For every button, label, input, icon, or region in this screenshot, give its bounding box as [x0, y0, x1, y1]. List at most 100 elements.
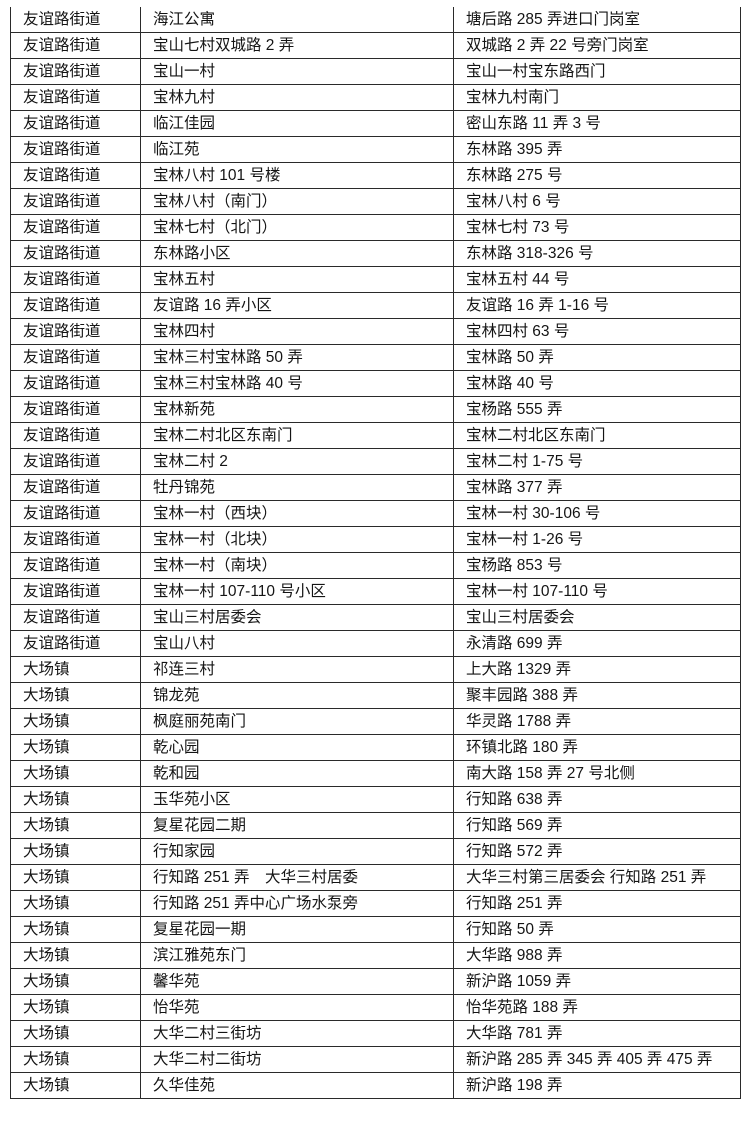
street-cell: 大场镇 [10, 890, 141, 917]
address-cell: 大华路 781 弄 [453, 1020, 741, 1047]
address-cell: 新沪路 198 弄 [453, 1072, 741, 1099]
street-cell: 大场镇 [10, 1046, 141, 1073]
community-cell: 复星花园一期 [140, 916, 454, 943]
street-cell: 友谊路街道 [10, 214, 141, 241]
table-row: 友谊路街道 宝林一村（西块） 宝林一村 30-106 号 [10, 500, 741, 527]
community-cell: 乾心园 [140, 734, 454, 761]
address-cell: 行知路 569 弄 [453, 812, 741, 839]
table-row: 友谊路街道 宝林二村 2 宝林二村 1-75 号 [10, 448, 741, 475]
address-cell: 南大路 158 弄 27 号北侧 [453, 760, 741, 787]
street-cell: 友谊路街道 [10, 526, 141, 553]
table-row: 友谊路街道 宝林四村 宝林四村 63 号 [10, 318, 741, 345]
address-cell: 宝林路 40 号 [453, 370, 741, 397]
table-row: 友谊路街道 宝林五村 宝林五村 44 号 [10, 266, 741, 293]
street-cell: 友谊路街道 [10, 32, 141, 59]
address-cell: 宝林二村北区东南门 [453, 422, 741, 449]
street-cell: 友谊路街道 [10, 318, 141, 345]
street-cell: 大场镇 [10, 916, 141, 943]
address-cell: 塘后路 285 弄进口门岗室 [453, 7, 741, 33]
community-cell: 久华佳苑 [140, 1072, 454, 1099]
table-row: 友谊路街道 宝林二村北区东南门 宝林二村北区东南门 [10, 422, 741, 449]
street-cell: 友谊路街道 [10, 266, 141, 293]
street-cell: 友谊路街道 [10, 370, 141, 397]
community-cell: 乾和园 [140, 760, 454, 787]
address-cell: 新沪路 1059 弄 [453, 968, 741, 995]
table-row: 大场镇 乾和园 南大路 158 弄 27 号北侧 [10, 760, 741, 787]
community-cell: 祁连三村 [140, 656, 454, 683]
community-cell: 大华二村三街坊 [140, 1020, 454, 1047]
table-row: 大场镇 乾心园 环镇北路 180 弄 [10, 734, 741, 761]
community-cell: 宝林新苑 [140, 396, 454, 423]
address-cell: 大华路 988 弄 [453, 942, 741, 969]
community-cell: 宝林八村 101 号楼 [140, 162, 454, 189]
table-row: 大场镇 怡华苑 怡华苑路 188 弄 [10, 994, 741, 1021]
community-cell: 滨江雅苑东门 [140, 942, 454, 969]
community-cell: 临江佳园 [140, 110, 454, 137]
street-cell: 友谊路街道 [10, 292, 141, 319]
table-row: 友谊路街道 临江苑 东林路 395 弄 [10, 136, 741, 163]
community-cell: 枫庭丽苑南门 [140, 708, 454, 735]
street-cell: 友谊路街道 [10, 136, 141, 163]
street-cell: 友谊路街道 [10, 58, 141, 85]
community-cell: 大华二村二街坊 [140, 1046, 454, 1073]
community-cell: 行知家园 [140, 838, 454, 865]
community-cell: 行知路 251 弄 大华三村居委 [140, 864, 454, 891]
address-cell: 宝林四村 63 号 [453, 318, 741, 345]
community-cell: 宝林一村 107-110 号小区 [140, 578, 454, 605]
community-cell: 宝林四村 [140, 318, 454, 345]
street-cell: 大场镇 [10, 1072, 141, 1099]
street-cell: 友谊路街道 [10, 578, 141, 605]
community-cell: 东林路小区 [140, 240, 454, 267]
street-cell: 大场镇 [10, 734, 141, 761]
community-cell: 宝林二村北区东南门 [140, 422, 454, 449]
address-cell: 宝林路 50 弄 [453, 344, 741, 371]
community-cell: 宝山八村 [140, 630, 454, 657]
address-cell: 宝杨路 853 号 [453, 552, 741, 579]
table-row: 大场镇 枫庭丽苑南门 华灵路 1788 弄 [10, 708, 741, 735]
table-row: 友谊路街道 宝林三村宝林路 50 弄宝林路 50 弄 [10, 344, 741, 371]
table-row: 友谊路街道 宝林新苑 宝杨路 555 弄 [10, 396, 741, 423]
community-cell: 宝林三村宝林路 40 号 [140, 370, 454, 397]
table-row: 大场镇 复星花园二期 行知路 569 弄 [10, 812, 741, 839]
community-cell: 友谊路 16 弄小区 [140, 292, 454, 319]
table-row: 友谊路街道 宝山一村 宝山一村宝东路西门 [10, 58, 741, 85]
community-cell: 宝林五村 [140, 266, 454, 293]
address-cell: 宝杨路 555 弄 [453, 396, 741, 423]
address-cell: 宝林九村南门 [453, 84, 741, 111]
street-cell: 友谊路街道 [10, 84, 141, 111]
address-cell: 宝林一村 107-110 号 [453, 578, 741, 605]
table-row: 友谊路街道 宝林七村（北门） 宝林七村 73 号 [10, 214, 741, 241]
table-row: 大场镇 玉华苑小区 行知路 638 弄 [10, 786, 741, 813]
address-cell: 密山东路 11 弄 3 号 [453, 110, 741, 137]
table-row: 大场镇 滨江雅苑东门 大华路 988 弄 [10, 942, 741, 969]
table-row: 大场镇 大华二村三街坊 大华路 781 弄 [10, 1020, 741, 1047]
table-row: 友谊路街道 宝林八村（南门） 宝林八村 6 号 [10, 188, 741, 215]
street-cell: 大场镇 [10, 968, 141, 995]
street-cell: 大场镇 [10, 838, 141, 865]
community-cell: 锦龙苑 [140, 682, 454, 709]
address-cell: 双城路 2 弄 22 号旁门岗室 [453, 32, 741, 59]
street-cell: 大场镇 [10, 864, 141, 891]
table-row: 大场镇 大华二村二街坊 新沪路 285 弄 345 弄 405 弄 475 弄 [10, 1046, 741, 1073]
street-cell: 友谊路街道 [10, 162, 141, 189]
table-row: 友谊路街道 宝林九村 宝林九村南门 [10, 84, 741, 111]
street-cell: 大场镇 [10, 942, 141, 969]
table-row: 友谊路街道 宝山三村居委会 宝山三村居委会 [10, 604, 741, 631]
community-cell: 宝林七村（北门） [140, 214, 454, 241]
address-cell: 聚丰园路 388 弄 [453, 682, 741, 709]
street-cell: 大场镇 [10, 682, 141, 709]
community-cell: 宝林八村（南门） [140, 188, 454, 215]
table-row: 友谊路街道 宝林一村（南块） 宝杨路 853 号 [10, 552, 741, 579]
table-row: 友谊路街道 海江公寓 塘后路 285 弄进口门岗室 [10, 7, 741, 33]
street-cell: 大场镇 [10, 786, 141, 813]
table-row: 友谊路街道 宝山七村双城路 2 弄双城路 2 弄 22 号旁门岗室 [10, 32, 741, 59]
table-row: 友谊路街道 宝林一村 107-110 号小区 宝林一村 107-110 号 [10, 578, 741, 605]
address-cell: 宝林一村 30-106 号 [453, 500, 741, 527]
street-cell: 友谊路街道 [10, 422, 141, 449]
table-row: 友谊路街道 宝林三村宝林路 40 号宝林路 40 号 [10, 370, 741, 397]
table-row: 友谊路街道 临江佳园 密山东路 11 弄 3 号 [10, 110, 741, 137]
address-cell: 宝林路 377 弄 [453, 474, 741, 501]
street-cell: 大场镇 [10, 1020, 141, 1047]
street-cell: 友谊路街道 [10, 110, 141, 137]
